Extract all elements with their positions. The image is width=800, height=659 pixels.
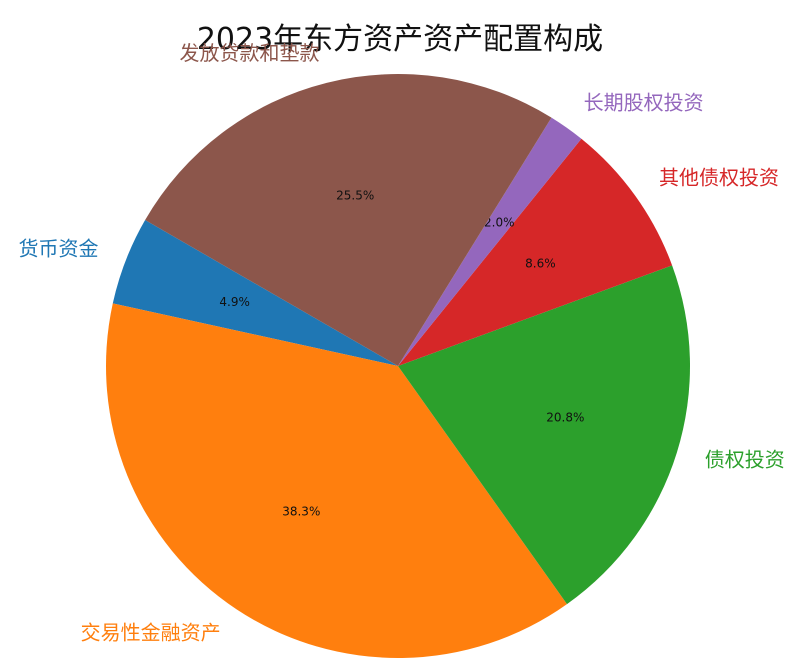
pct-label-3: 20.8% <box>546 410 584 424</box>
category-label-1: 货币资金 <box>19 236 99 260</box>
pct-label-1: 4.9% <box>219 295 250 309</box>
pct-label-2: 38.3% <box>282 505 320 519</box>
pie-slice-5 <box>398 117 582 367</box>
category-label-3: 债权投资 <box>705 448 785 472</box>
pie-slice-6 <box>145 74 552 366</box>
pct-label-4: 8.6% <box>525 256 556 270</box>
category-label-2: 交易性金融资产 <box>81 620 221 644</box>
category-label-4: 其他债权投资 <box>659 165 779 189</box>
pct-label-5: 2.0% <box>484 216 515 230</box>
chart-title: 2023年东方资产资产配置构成 <box>196 22 604 57</box>
pct-label-6: 25.5% <box>336 189 374 203</box>
pie-slice-4 <box>398 138 673 366</box>
category-label-5: 长期股权投资 <box>584 90 704 114</box>
pie-slice-2 <box>105 303 568 658</box>
pie-slice-3 <box>398 265 691 605</box>
category-label-6: 发放贷款和垫款 <box>180 41 320 65</box>
pie-slice-1 <box>112 220 398 366</box>
